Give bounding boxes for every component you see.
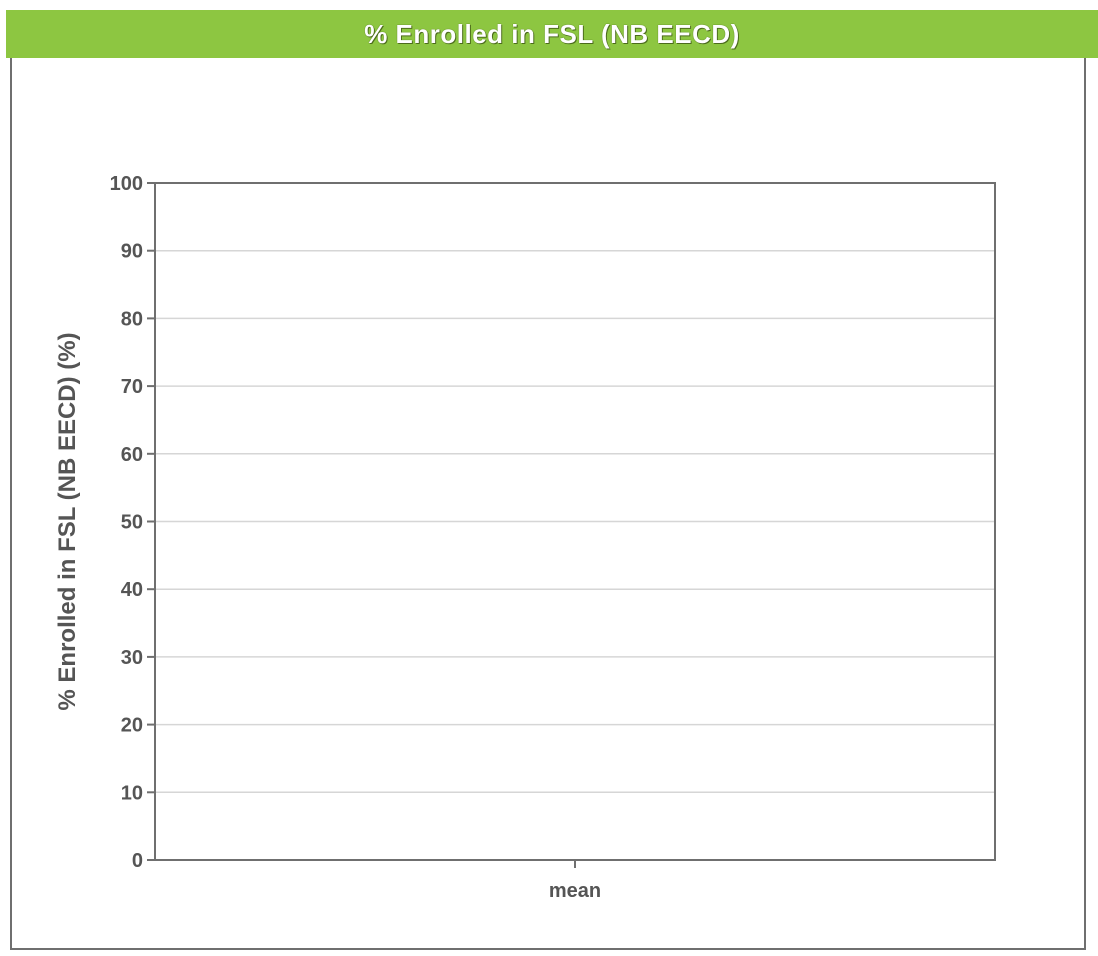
x-axis-ticks: mean [549, 860, 601, 902]
chart-title-banner: % Enrolled in FSL (NB EECD) [6, 10, 1098, 58]
x-tick-label-mean: mean [549, 880, 601, 902]
y-tick-label-80: 80 [121, 308, 143, 330]
chart-title: % Enrolled in FSL (NB EECD) [364, 18, 740, 49]
y-tick-label-30: 30 [121, 647, 143, 669]
y-tick-label-90: 90 [121, 241, 143, 263]
y-axis-title: % Enrolled in FSL (NB EECD) (%) [54, 332, 81, 710]
y-tick-label-50: 50 [121, 512, 143, 534]
chart-frame [10, 16, 1086, 950]
y-tick-label-0: 0 [132, 850, 143, 872]
y-tick-label-10: 10 [121, 782, 143, 804]
y-axis-ticks: 0 10 20 30 40 50 60 70 80 90 100 [110, 173, 155, 872]
y-tick-label-100: 100 [110, 173, 143, 195]
gridlines [155, 249, 995, 794]
y-tick-label-60: 60 [121, 444, 143, 466]
y-tick-label-70: 70 [121, 376, 143, 398]
y-tick-label-40: 40 [121, 579, 143, 601]
y-tick-label-20: 20 [121, 715, 143, 737]
